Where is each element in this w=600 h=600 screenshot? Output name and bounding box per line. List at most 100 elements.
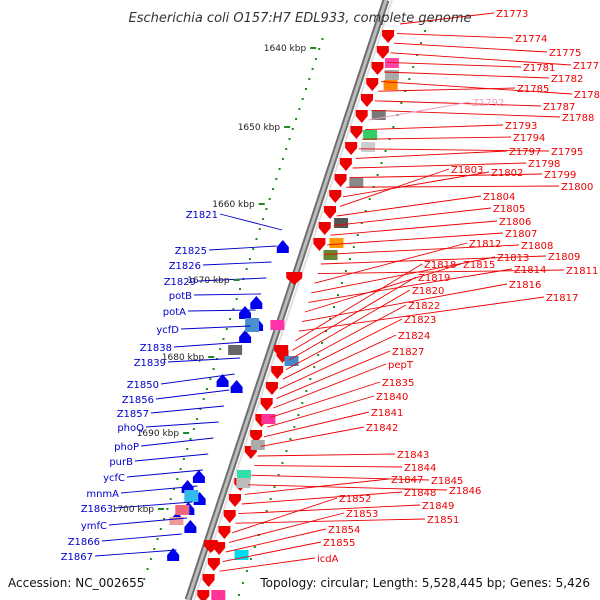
gene-label-right: Z1827 [392,347,424,358]
leader-line [108,517,188,526]
gene-label-right: Z1855 [323,538,355,549]
gene-label-right: Z1794 [513,133,545,144]
kbp-tick-mark [183,432,190,434]
leader-line [339,168,450,207]
leader-line [101,533,182,542]
leader-line [320,255,547,265]
tick-dot [272,188,274,190]
tick-dot [400,102,403,104]
tick-dot [392,126,395,128]
tick-dot [285,450,288,452]
leader-line [288,289,411,361]
misc-gene-box [284,356,299,366]
reverse-gene-arrow [366,78,379,91]
gene-label-right: Z1782 [551,74,583,85]
kbp-tick-mark [310,47,317,49]
gene-label-right: Z1793 [505,121,537,132]
leader-line [155,389,230,400]
leader-line [241,491,403,505]
leader-line [400,12,495,25]
forward-gene-box [175,505,190,515]
reverse-gene-arrow [324,206,337,219]
kbp-tick-mark [258,203,265,205]
tick-dot [289,438,292,440]
misc-gene-box [270,320,285,330]
leader-line [219,557,316,572]
leader-line [219,213,283,231]
forward-gene-box [245,318,260,332]
tick-dot [340,282,343,284]
forward-gene-box [228,345,243,355]
kbp-tick-labels: 1640 kbp 1650 kbp 1660 kbp 1670 kbp 1680 kbp… [112,44,317,515]
leader-line [323,244,520,255]
leader-line [251,474,430,481]
tick-dot [285,148,288,150]
leader-line [352,162,527,169]
gene-label-right: Z1824 [398,331,430,342]
tick-dot [232,308,235,310]
tick-dot [166,508,169,510]
tick-dot [206,388,208,390]
tick-dot [173,488,175,490]
tick-dot [163,518,166,520]
gene-label-right: Z1854 [328,525,360,536]
leader-line [180,325,251,330]
gene-label-left: ymfC [81,521,107,532]
tick-dot [176,478,179,480]
kbp-tick-mark [208,356,215,358]
tick-dot [149,558,152,560]
gene-label-right: Z1853 [346,509,378,520]
gene-label-right: Z1788 [562,113,594,124]
gene-labels: Z1821 Z1825 Z1826 Z1829 potB potA ycfD Z1838 Z18… [61,9,600,565]
gene-label-right: Z1843 [397,450,429,461]
tick-dot [265,208,268,210]
tick-dot [199,408,202,410]
tick-dot [424,30,427,32]
tick-dot [196,418,199,420]
tick-dot [318,48,321,50]
forward-gene-box [169,517,184,525]
leader-line [263,411,370,438]
leader-line [266,395,375,428]
gene-label-right: Z1845 [431,476,463,487]
genome-stats-text: Topology: circular; Length: 5,528,445 bp… [259,576,590,590]
gene-label-right: Z1781 [523,63,555,74]
leader-line [314,242,468,284]
tick-dot [325,330,328,332]
forward-gene-arrow [216,374,229,387]
tick-dot [376,174,379,176]
tick-dot [301,402,304,404]
tick-dot [321,38,324,40]
leader-line [222,541,322,563]
leader-line [346,185,560,188]
leader-line [126,469,203,478]
reverse-gene-arrow [313,238,326,251]
leader-line [301,283,508,323]
misc-gene-box [361,142,376,152]
map-title: Escherichia coli O157:H7 EDL933, complet… [129,11,472,26]
tick-dot [238,594,240,596]
leader-line [197,277,267,282]
tick-dot [364,210,367,212]
gene-label-right: Z1841 [371,408,403,419]
misc-gene-box [371,110,386,120]
reverse-gene-arrow [286,272,303,285]
gene-label-right: Z1807 [505,229,537,240]
reverse-gene-arrow [202,574,215,587]
reverse-gene-arrow [203,540,218,553]
tick-dot [277,474,280,476]
tick-dot [313,366,316,368]
leader-line [387,61,522,68]
leader-line [228,512,345,543]
gene-label-right: Z1817 [546,293,578,304]
gene-label-right: Z1818 [424,260,456,271]
kbp-tick-label: 1700 kbp [112,505,155,515]
tick-dot [189,438,192,440]
kbp-tick-label: 1670 kbp [187,276,230,286]
leader-line [193,293,262,296]
gene-label-left: phoP [114,442,139,453]
gene-label-right: Z1848 [404,488,436,499]
tick-dot [291,128,294,130]
gene-label-right: Z1795 [551,147,583,158]
